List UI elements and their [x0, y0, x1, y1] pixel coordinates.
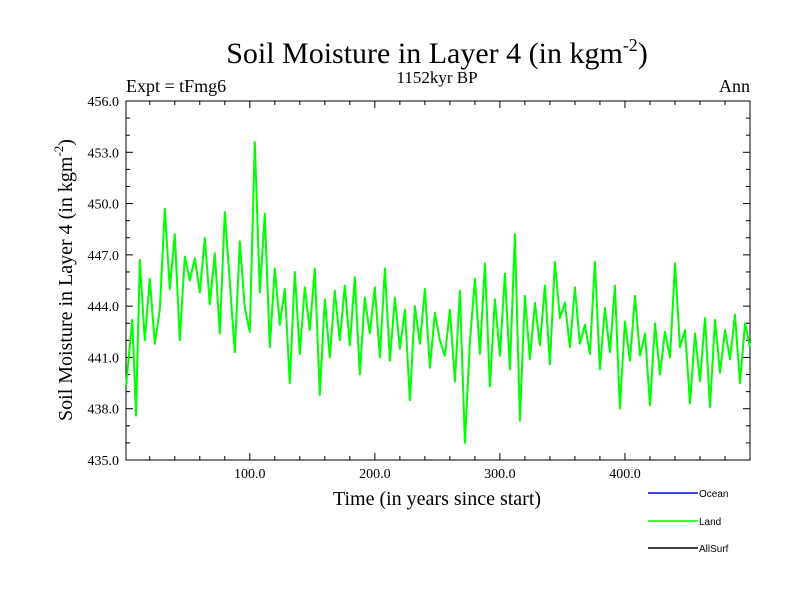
legend-label-land: Land	[699, 517, 721, 528]
y-axis-label: Soil Moisture in Layer 4 (in kgm-2)	[51, 139, 77, 421]
series-line-land	[125, 141, 751, 444]
x-tick-label: 400.0	[609, 467, 641, 482]
chart-subtitle: 1152kyr BP	[396, 68, 477, 87]
y-tick-label: 453.0	[88, 146, 120, 161]
y-tick-label: 441.0	[88, 351, 120, 366]
legend: Ocean Land AllSurf	[648, 489, 729, 555]
legend-label-allsurf: AllSurf	[699, 544, 729, 555]
series-group	[125, 141, 751, 444]
y-tick-label: 447.0	[88, 249, 120, 264]
season-label: Ann	[719, 76, 750, 96]
legend-label-ocean: Ocean	[699, 489, 728, 500]
y-tick-label: 444.0	[88, 300, 120, 315]
x-tick-label: 300.0	[484, 467, 516, 482]
y-tick-label: 438.0	[88, 403, 120, 418]
y-axis: 435.0 438.0 441.0 444.0 447.0 450.0 453.0 456.0	[88, 95, 750, 469]
plot-area-frame	[125, 100, 751, 461]
x-tick-label: 200.0	[359, 467, 391, 482]
y-tick-label: 456.0	[88, 95, 120, 110]
x-tick-label: 100.0	[234, 467, 266, 482]
x-axis: 100.0 200.0 300.0 400.0	[149, 101, 726, 482]
y-tick-label: 450.0	[88, 198, 120, 213]
experiment-label: Expt = tFmg6	[126, 76, 226, 96]
x-axis-label: Time (in years since start)	[333, 488, 541, 510]
chart-title: Soil Moisture in Layer 4 (in kgm-2)	[226, 35, 648, 70]
y-tick-label: 435.0	[88, 454, 120, 469]
